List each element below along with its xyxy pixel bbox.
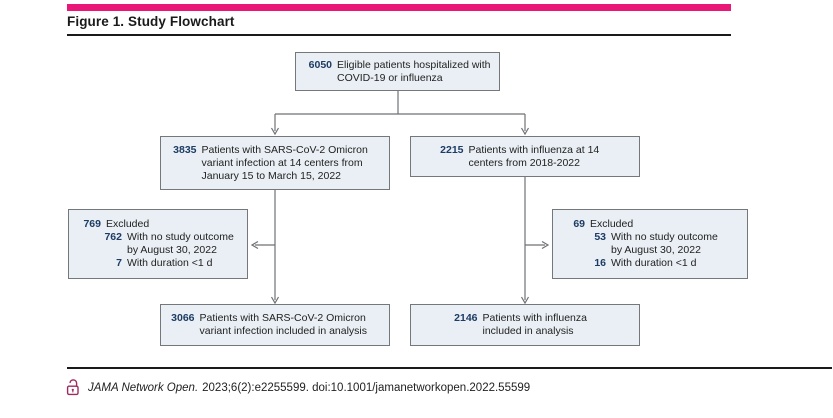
arrowhead-left-icon: [250, 240, 259, 250]
figure-title: Figure 1. Study Flowchart: [67, 14, 235, 29]
arrowhead-down-icon: [270, 296, 280, 305]
excluded-count: 769: [83, 218, 101, 230]
patient-count: 2215: [440, 143, 464, 156]
box-influenza-cohort: 2215 Patients with influenza at 14 cente…: [410, 136, 640, 177]
excluded-item-count: 762: [104, 231, 122, 243]
excluded-item-text: With duration <1 d: [611, 257, 697, 269]
excluded-item-row: 16 With duration <1 d: [559, 257, 729, 270]
excluded-header-row: 69 Excluded: [559, 218, 633, 231]
arrowhead-down-icon: [270, 127, 280, 136]
patient-count: 3066: [171, 312, 195, 324]
title-divider: [67, 34, 731, 36]
box-description: Eligible patients hospitalized with COVI…: [337, 58, 491, 84]
box-description: Patients with influenza included in anal…: [482, 312, 587, 337]
box-description: Patients with influenza at 14 centers fr…: [468, 143, 600, 169]
box-row: 2215 Patients with influenza at 14 cente…: [434, 144, 617, 170]
box-row: 3066 Patients with SARS-CoV-2 Omicron va…: [165, 312, 386, 338]
excluded-count: 69: [573, 218, 585, 230]
excluded-item-text: With no study outcome by August 30, 2022: [127, 231, 234, 256]
excluded-item-count: 16: [594, 257, 606, 269]
patient-count: 3835: [173, 143, 197, 156]
box-influenza-excluded: 69 Excluded 53 With no study outcome by …: [552, 209, 748, 279]
box-omicron-cohort: 3835 Patients with SARS-CoV-2 Omicron va…: [160, 136, 390, 190]
excluded-item-count: 53: [594, 231, 606, 243]
journal-name: JAMA Network Open.: [88, 381, 199, 394]
arrowhead-down-icon: [520, 127, 530, 136]
excluded-label: Excluded: [590, 218, 634, 230]
patient-count: 6050: [308, 58, 332, 71]
box-description: Patients with SARS-CoV-2 Omicron variant…: [199, 312, 368, 337]
citation-text: 2023;6(2):e2255599. doi:10.1001/jamanetw…: [202, 381, 531, 394]
box-omicron-analyzed: 3066 Patients with SARS-CoV-2 Omicron va…: [160, 304, 390, 346]
box-row: 3835 Patients with SARS-CoV-2 Omicron va…: [167, 144, 384, 183]
box-description: Patients with SARS-CoV-2 Omicron variant…: [201, 143, 368, 182]
patient-count: 2146: [454, 312, 478, 324]
arrowhead-right-icon: [541, 240, 550, 250]
footer-divider: [67, 367, 832, 369]
citation-footer: JAMA Network Open. 2023;6(2):e2255599. d…: [66, 379, 530, 396]
excluded-item-count: 7: [116, 257, 122, 269]
excluded-item-text: With duration <1 d: [127, 257, 213, 269]
excluded-item-text: With no study outcome by August 30, 2022: [611, 231, 718, 256]
box-row: 6050 Eligible patients hospitalized with…: [302, 59, 493, 85]
excluded-item-row: 7 With duration <1 d: [75, 257, 245, 270]
box-row: 2146 Patients with influenza included in…: [448, 312, 603, 338]
brand-accent-bar: [67, 4, 731, 11]
box-omicron-excluded: 769 Excluded 762 With no study outcome b…: [68, 209, 248, 279]
excluded-item-row: 53 With no study outcome by August 30, 2…: [559, 231, 729, 257]
excluded-item-row: 762 With no study outcome by August 30, …: [75, 231, 245, 257]
box-eligible-patients: 6050 Eligible patients hospitalized with…: [295, 52, 500, 91]
box-influenza-analyzed: 2146 Patients with influenza included in…: [410, 304, 640, 346]
excluded-label: Excluded: [106, 218, 150, 230]
excluded-header-row: 769 Excluded: [75, 218, 149, 231]
open-access-lock-icon: [66, 379, 79, 396]
arrowhead-down-icon: [520, 296, 530, 305]
